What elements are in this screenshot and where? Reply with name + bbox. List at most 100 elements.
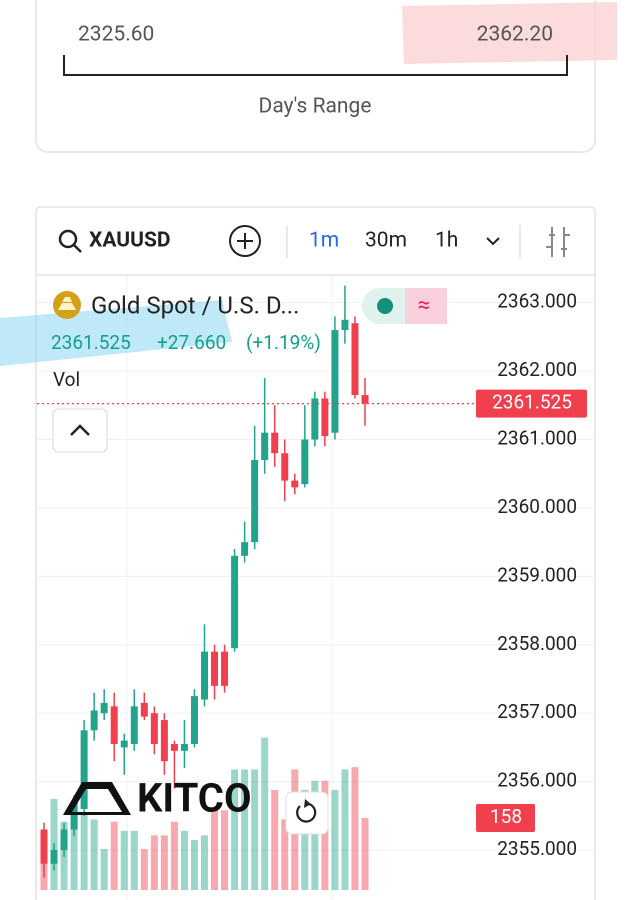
- volume-label: 158: [490, 805, 522, 828]
- status-pill-end: [405, 288, 447, 324]
- volume-tag: [476, 804, 535, 832]
- candle-body: [180, 744, 188, 751]
- watermark: KITCO: [63, 775, 329, 835]
- candle-body: [251, 460, 259, 543]
- legend: Gold Spot / U.S. D... ≈ 2361.525 +27.660…: [51, 288, 447, 453]
- legend-price: 2361.525: [51, 331, 131, 354]
- candle-body: [150, 713, 158, 744]
- volume-bar: [281, 819, 289, 890]
- candle-body: [100, 702, 108, 714]
- candle-body: [301, 439, 309, 484]
- volume-bar: [80, 814, 88, 890]
- add-icon: [237, 233, 253, 249]
- volume-bar: [261, 737, 269, 890]
- volume-bar: [90, 819, 98, 890]
- volume-bar: [120, 830, 128, 890]
- volume-bar: [160, 835, 168, 890]
- candle-body: [60, 829, 68, 851]
- candle-body: [261, 432, 269, 461]
- reset-icon: [296, 802, 317, 823]
- annotation-highlight: [0, 300, 232, 366]
- candle-body: [361, 395, 369, 404]
- volume-bar: [180, 830, 188, 890]
- candle-body: [341, 319, 349, 331]
- candle-body: [211, 651, 219, 686]
- interval[interactable]: 30m: [365, 229, 407, 253]
- search-icon[interactable]: [58, 229, 78, 249]
- current-price-label: 2361.525: [492, 391, 572, 414]
- y-tick-label: 2356.000: [497, 769, 577, 792]
- reset-icon-arrow: [304, 799, 311, 808]
- volume-bar: [351, 767, 359, 890]
- chart-card: [35, 206, 596, 900]
- y-tick-label: 2359.000: [497, 563, 577, 586]
- candle-body: [311, 398, 319, 440]
- candle-body: [241, 542, 249, 556]
- plot: [37, 285, 475, 890]
- candle-body: [321, 398, 329, 437]
- symbol[interactable]: XAUUSD: [89, 229, 171, 253]
- legend-change: +27.660: [157, 331, 226, 354]
- candle-body: [291, 480, 299, 488]
- volume-bar: [301, 789, 309, 890]
- volume-bar: [100, 849, 108, 890]
- candle-body: [281, 453, 289, 481]
- volume-bar: [140, 849, 148, 890]
- y-tick-label: 2363.000: [497, 290, 577, 313]
- candle-body: [170, 744, 178, 751]
- reset-button[interactable]: [285, 791, 329, 835]
- interval[interactable]: 1m: [309, 229, 339, 253]
- instrument-name: Gold Spot / U.S. D...: [91, 291, 299, 319]
- delay-icon: ≈: [418, 293, 430, 318]
- brand: KITCO: [137, 775, 252, 822]
- indicators-icon[interactable]: [546, 227, 570, 257]
- volume-bar: [190, 839, 198, 890]
- range-bracket: [63, 55, 568, 76]
- candle-body: [130, 706, 138, 744]
- search-icon-handle: [73, 244, 82, 253]
- add-button[interactable]: [229, 225, 261, 257]
- range-high: 2362.20: [477, 23, 553, 47]
- vol-label: Vol: [53, 368, 80, 391]
- current-price-tag: [476, 389, 587, 418]
- interval[interactable]: 1h: [435, 229, 458, 253]
- y-tick-label: 2355.000: [497, 837, 577, 860]
- range-label: Day's Range: [259, 95, 372, 119]
- candle-body: [40, 829, 48, 864]
- collapse-button[interactable]: [52, 408, 108, 453]
- volume-bar: [311, 780, 319, 890]
- y-tick-label: 2361.000: [497, 427, 577, 450]
- y-tick-label: 2362.000: [497, 358, 577, 381]
- candle-body: [140, 702, 148, 717]
- collapse-icon: [70, 424, 90, 436]
- candle-body: [351, 323, 359, 396]
- volume-bar: [150, 835, 158, 890]
- volume-bar: [211, 810, 219, 890]
- volume-bar: [110, 821, 118, 890]
- candle-body: [271, 432, 279, 454]
- candle-body: [201, 651, 208, 700]
- candle-body: [90, 710, 98, 731]
- interval-dropdown[interactable]: [486, 237, 500, 246]
- candle-body: [190, 696, 198, 744]
- y-tick-label: 2358.000: [497, 632, 577, 655]
- volume-bar: [70, 814, 78, 890]
- candle-body: [331, 330, 339, 433]
- candle-body: [160, 720, 168, 762]
- price-axis: 2355.000 2356.000 2357.000 2358.000 2359.000…: [476, 290, 587, 860]
- volume-bar: [170, 821, 178, 890]
- volume-bar: [361, 818, 369, 890]
- candle-body: [50, 850, 58, 864]
- candle-body: [110, 706, 118, 744]
- gold-bars: [58, 297, 76, 310]
- candle-body: [120, 740, 128, 748]
- legend-change-pct: (+1.19%): [246, 331, 321, 354]
- volume-bar: [331, 789, 339, 890]
- volume-bar: [231, 769, 239, 890]
- volume-bar: [221, 810, 229, 890]
- kitco-logo-mark: [63, 782, 131, 815]
- volume-bar: [271, 789, 279, 890]
- candle-body: [231, 555, 239, 649]
